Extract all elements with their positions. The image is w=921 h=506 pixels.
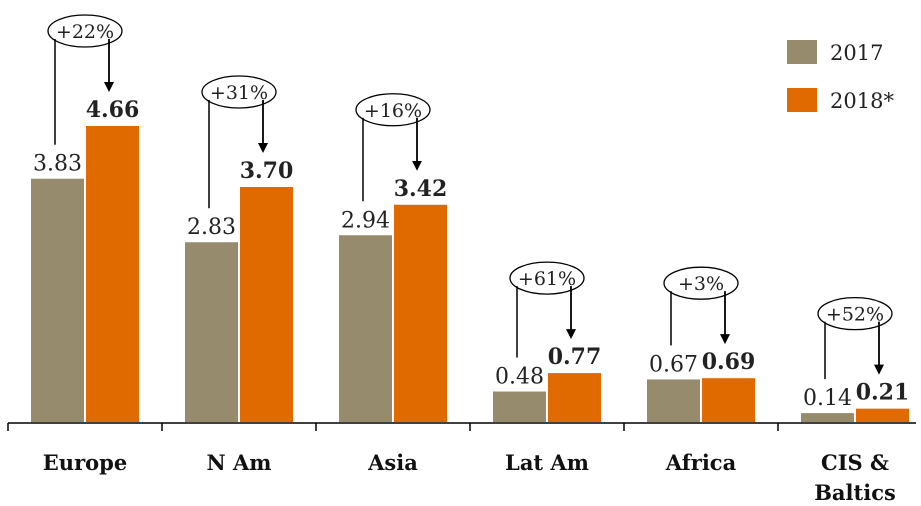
bar-2018 (240, 186, 293, 422)
value-label-2018: 0.69 (702, 349, 756, 375)
growth-ellipse (47, 14, 123, 48)
growth-ellipse (201, 75, 277, 109)
growth-label: +52% (826, 304, 884, 326)
value-label-2017: 3.83 (33, 152, 82, 177)
growth-ellipse (817, 297, 893, 331)
bar-2017 (185, 242, 238, 422)
bar-2017 (339, 235, 392, 422)
value-label-2018: 0.21 (856, 380, 910, 406)
legend-label-2018: 2018* (830, 89, 894, 113)
category-label: Africa (665, 450, 737, 475)
bar-2018 (548, 373, 601, 422)
value-label-2017: 0.48 (495, 365, 544, 390)
growth-label: +3% (678, 273, 724, 295)
category-label: N Am (206, 450, 271, 475)
category-label: Lat Am (505, 450, 589, 475)
category-label: CIS & (821, 450, 889, 475)
growth-ellipse (509, 261, 585, 295)
bar-2017 (801, 413, 854, 422)
bar-2017 (647, 379, 700, 422)
value-label-2018: 0.77 (548, 344, 602, 370)
value-labels-layer: 3.83 4.66 2.83 3.70 2.943.42 0.480.77 0.67 0.69… (33, 97, 909, 411)
bar-2018 (86, 126, 139, 422)
growth-annotations-layer: +22% +31% +16% +61% +3% +52% (47, 14, 893, 380)
growth-ellipse (355, 93, 431, 127)
category-label: Asia (367, 450, 418, 475)
growth-ellipse (663, 266, 739, 300)
value-label-2017: 0.67 (649, 352, 698, 377)
category-label: Europe (43, 450, 127, 475)
legend: 2017 2018* (787, 40, 894, 113)
legend-swatch-2018 (787, 88, 817, 112)
bar-2018 (856, 408, 909, 422)
bar-2018 (394, 204, 447, 422)
value-label-2018: 3.70 (240, 158, 294, 184)
growth-label: +22% (56, 21, 114, 43)
bar-2017 (31, 178, 84, 422)
bar-2017 (493, 391, 546, 422)
category-label: Baltics (814, 480, 896, 505)
legend-label-2017: 2017 (830, 41, 883, 65)
value-label-2017: 2.83 (187, 215, 236, 240)
value-label-2017: 0.14 (803, 386, 852, 411)
bar-2018 (702, 378, 755, 422)
bars-layer (31, 126, 909, 422)
value-label-2017: 2.94 (341, 208, 390, 233)
value-label-2018: 3.42 (394, 176, 448, 202)
legend-swatch-2017 (787, 40, 817, 64)
growth-label: +16% (364, 100, 422, 122)
value-label-2018: 4.66 (86, 97, 140, 123)
x-axis: Europe N Am Asia Lat Am Africa CIS & Baltics (7, 422, 916, 505)
growth-label: +61% (518, 268, 576, 290)
growth-label: +31% (210, 82, 268, 104)
